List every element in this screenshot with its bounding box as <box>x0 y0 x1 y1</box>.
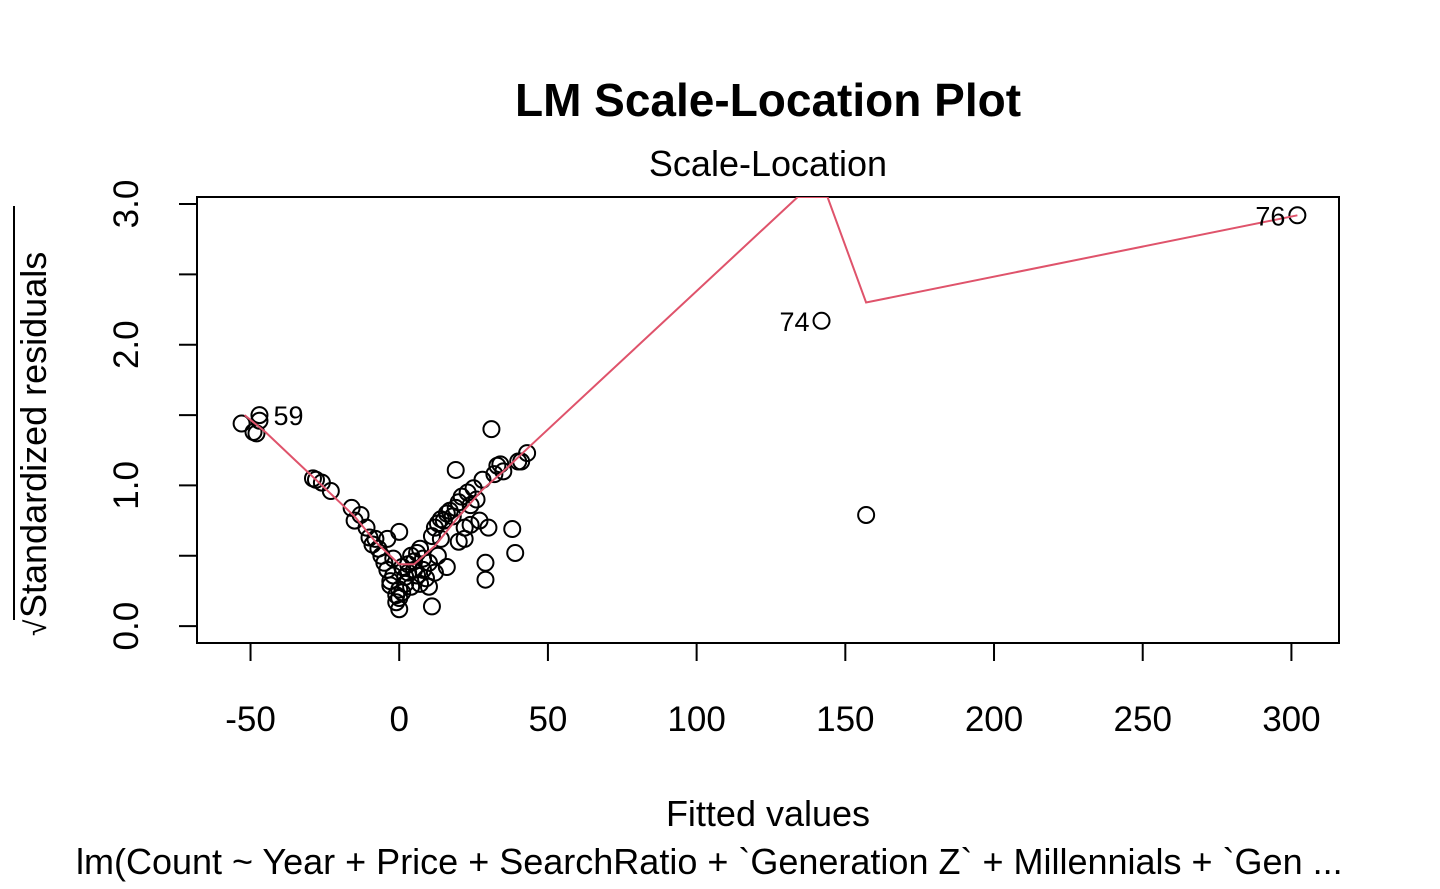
x-tick-label: 150 <box>816 700 874 739</box>
data-point <box>461 515 480 534</box>
x-tick-label: 0 <box>389 700 408 739</box>
data-point <box>503 520 522 539</box>
smoother-line <box>243 197 1298 566</box>
data-point <box>446 460 465 479</box>
model-caption: lm(Count ~ Year + Price + SearchRatio + … <box>76 841 1343 882</box>
data-point <box>494 462 513 481</box>
data-point <box>1288 206 1307 225</box>
y-axis-label-group: √ Standardized residuals <box>13 206 54 636</box>
data-point <box>402 577 421 596</box>
data-point <box>357 518 376 537</box>
data-point <box>479 518 498 537</box>
y-tick-label: 1.0 <box>107 461 146 510</box>
y-tick-label: 2.0 <box>107 320 146 369</box>
data-point <box>518 444 537 463</box>
data-point <box>857 505 876 524</box>
y-tick-label: 0.0 <box>107 602 146 651</box>
x-tick-label: -50 <box>225 700 276 739</box>
y-axis-label: Standardized residuals <box>13 252 54 618</box>
data-point <box>467 490 486 509</box>
point-label: 59 <box>273 401 303 431</box>
y-tick-label: 3.0 <box>107 180 146 229</box>
data-point <box>461 496 480 515</box>
data-point <box>422 597 441 616</box>
plot-area: -50 0 50 100 150 200 250 300 0.0 1.0 2.0 3.0 59 74 7… <box>107 180 1340 739</box>
x-axis: -50 0 50 100 150 200 250 300 <box>225 642 1321 739</box>
data-point <box>411 574 430 593</box>
x-axis-label: Fitted values <box>666 793 870 834</box>
data-point <box>312 473 331 492</box>
data-point <box>473 470 492 489</box>
data-point <box>408 566 427 585</box>
data-point <box>250 406 269 425</box>
data-point <box>321 482 340 501</box>
data-point <box>476 570 495 589</box>
data-point <box>366 529 385 548</box>
data-point <box>482 420 501 439</box>
plot-frame <box>196 196 1340 644</box>
y-axis-label-radical: √ <box>20 619 53 636</box>
x-tick-label: 300 <box>1262 700 1320 739</box>
chart-title: LM Scale-Location Plot <box>515 74 1021 126</box>
data-point <box>390 600 409 619</box>
point-label: 74 <box>779 307 809 337</box>
data-point <box>390 522 409 541</box>
data-point <box>425 563 444 582</box>
data-point <box>411 539 430 558</box>
x-tick-label: 100 <box>667 700 725 739</box>
data-point <box>428 546 447 565</box>
x-tick-label: 200 <box>965 700 1023 739</box>
y-axis: 0.0 1.0 2.0 3.0 <box>107 180 198 651</box>
point-label: 76 <box>1255 201 1285 231</box>
data-point <box>812 311 831 330</box>
x-tick-label: 50 <box>528 700 567 739</box>
smoother-layer <box>243 197 1298 566</box>
data-point <box>232 414 251 433</box>
chart-subtitle: Scale-Location <box>649 143 887 184</box>
data-point <box>378 529 397 548</box>
point-labels: 59 74 76 <box>273 201 1285 431</box>
data-point <box>506 543 525 562</box>
data-point <box>431 529 450 548</box>
data-point <box>476 553 495 572</box>
x-tick-label: 250 <box>1114 700 1172 739</box>
data-points <box>232 206 1307 619</box>
data-point <box>437 558 456 577</box>
data-point <box>485 465 504 484</box>
